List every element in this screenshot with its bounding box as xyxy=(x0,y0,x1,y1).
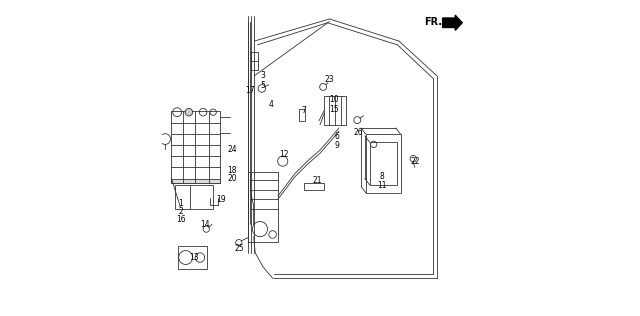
Bar xyxy=(172,179,220,183)
Bar xyxy=(370,142,397,185)
Text: 12: 12 xyxy=(279,150,289,159)
Text: 4: 4 xyxy=(269,100,273,109)
Text: FR.: FR. xyxy=(424,17,442,27)
Text: 17: 17 xyxy=(246,86,255,94)
Bar xyxy=(366,134,401,193)
Bar xyxy=(175,185,212,209)
Text: 19: 19 xyxy=(216,195,226,204)
Text: 10: 10 xyxy=(330,95,339,104)
Text: 3: 3 xyxy=(260,71,265,80)
Text: 23: 23 xyxy=(324,75,334,83)
Text: 14: 14 xyxy=(200,220,209,229)
Bar xyxy=(252,52,259,70)
Text: 24: 24 xyxy=(227,145,237,154)
Bar xyxy=(303,183,324,190)
Circle shape xyxy=(185,108,193,116)
Text: 18: 18 xyxy=(227,166,237,175)
Bar xyxy=(248,172,278,242)
Text: 8: 8 xyxy=(380,173,384,181)
Text: 26: 26 xyxy=(353,128,363,137)
Text: 5: 5 xyxy=(260,81,265,90)
Bar xyxy=(179,246,207,269)
Text: 1: 1 xyxy=(179,199,183,208)
Text: 2: 2 xyxy=(179,207,183,216)
Text: 25: 25 xyxy=(235,244,244,252)
Bar xyxy=(300,109,305,121)
Text: 22: 22 xyxy=(410,157,420,166)
Text: 13: 13 xyxy=(189,253,198,262)
Bar xyxy=(324,96,346,125)
Text: 7: 7 xyxy=(302,106,307,115)
Text: 6: 6 xyxy=(335,132,340,141)
Text: 11: 11 xyxy=(377,181,387,190)
Text: 15: 15 xyxy=(330,105,339,113)
FancyArrow shape xyxy=(443,15,462,30)
Text: 20: 20 xyxy=(227,174,237,183)
Text: 21: 21 xyxy=(312,176,321,185)
Text: 9: 9 xyxy=(335,141,340,150)
Text: 16: 16 xyxy=(176,215,186,224)
Bar xyxy=(172,111,220,183)
